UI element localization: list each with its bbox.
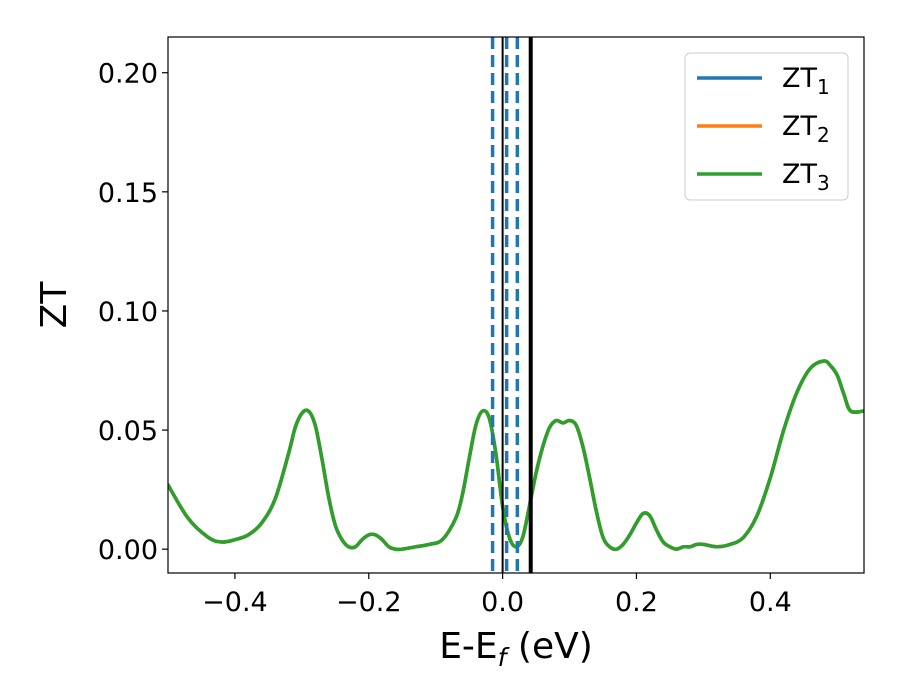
y-tick-label: 0.15 [98, 178, 158, 209]
x-axis-label-main: E-E [439, 626, 497, 667]
y-tick-label: 0.10 [98, 297, 158, 328]
x-tick-label: 0.2 [615, 587, 658, 618]
y-axis-label: ZT [34, 281, 75, 329]
x-axis-label: E-Ef (eV) [439, 626, 593, 672]
x-axis: −0.4 −0.2 0.0 0.2 0.4 [202, 573, 792, 618]
legend-box [684, 52, 849, 201]
x-axis-label-unit: (eV) [506, 626, 592, 667]
legend-label-zt2: ZT2 [782, 111, 830, 147]
x-tick-label: 0.0 [481, 587, 524, 618]
x-tick-label: 0.4 [749, 587, 792, 618]
plot-frame [167, 36, 865, 574]
plot-area [168, 37, 864, 573]
y-axis: 0.00 0.05 0.10 0.15 0.20 [98, 59, 168, 566]
legend: ZT1 ZT2 ZT3 [684, 52, 849, 201]
x-tick-label: −0.4 [202, 587, 268, 618]
y-tick-label: 0.05 [98, 416, 158, 447]
x-tick-label: −0.2 [336, 587, 402, 618]
legend-label-zt3: ZT3 [782, 159, 830, 195]
legend-label-zt1: ZT1 [782, 63, 830, 99]
y-tick-label: 0.20 [98, 59, 158, 90]
y-tick-label: 0.00 [98, 535, 158, 566]
